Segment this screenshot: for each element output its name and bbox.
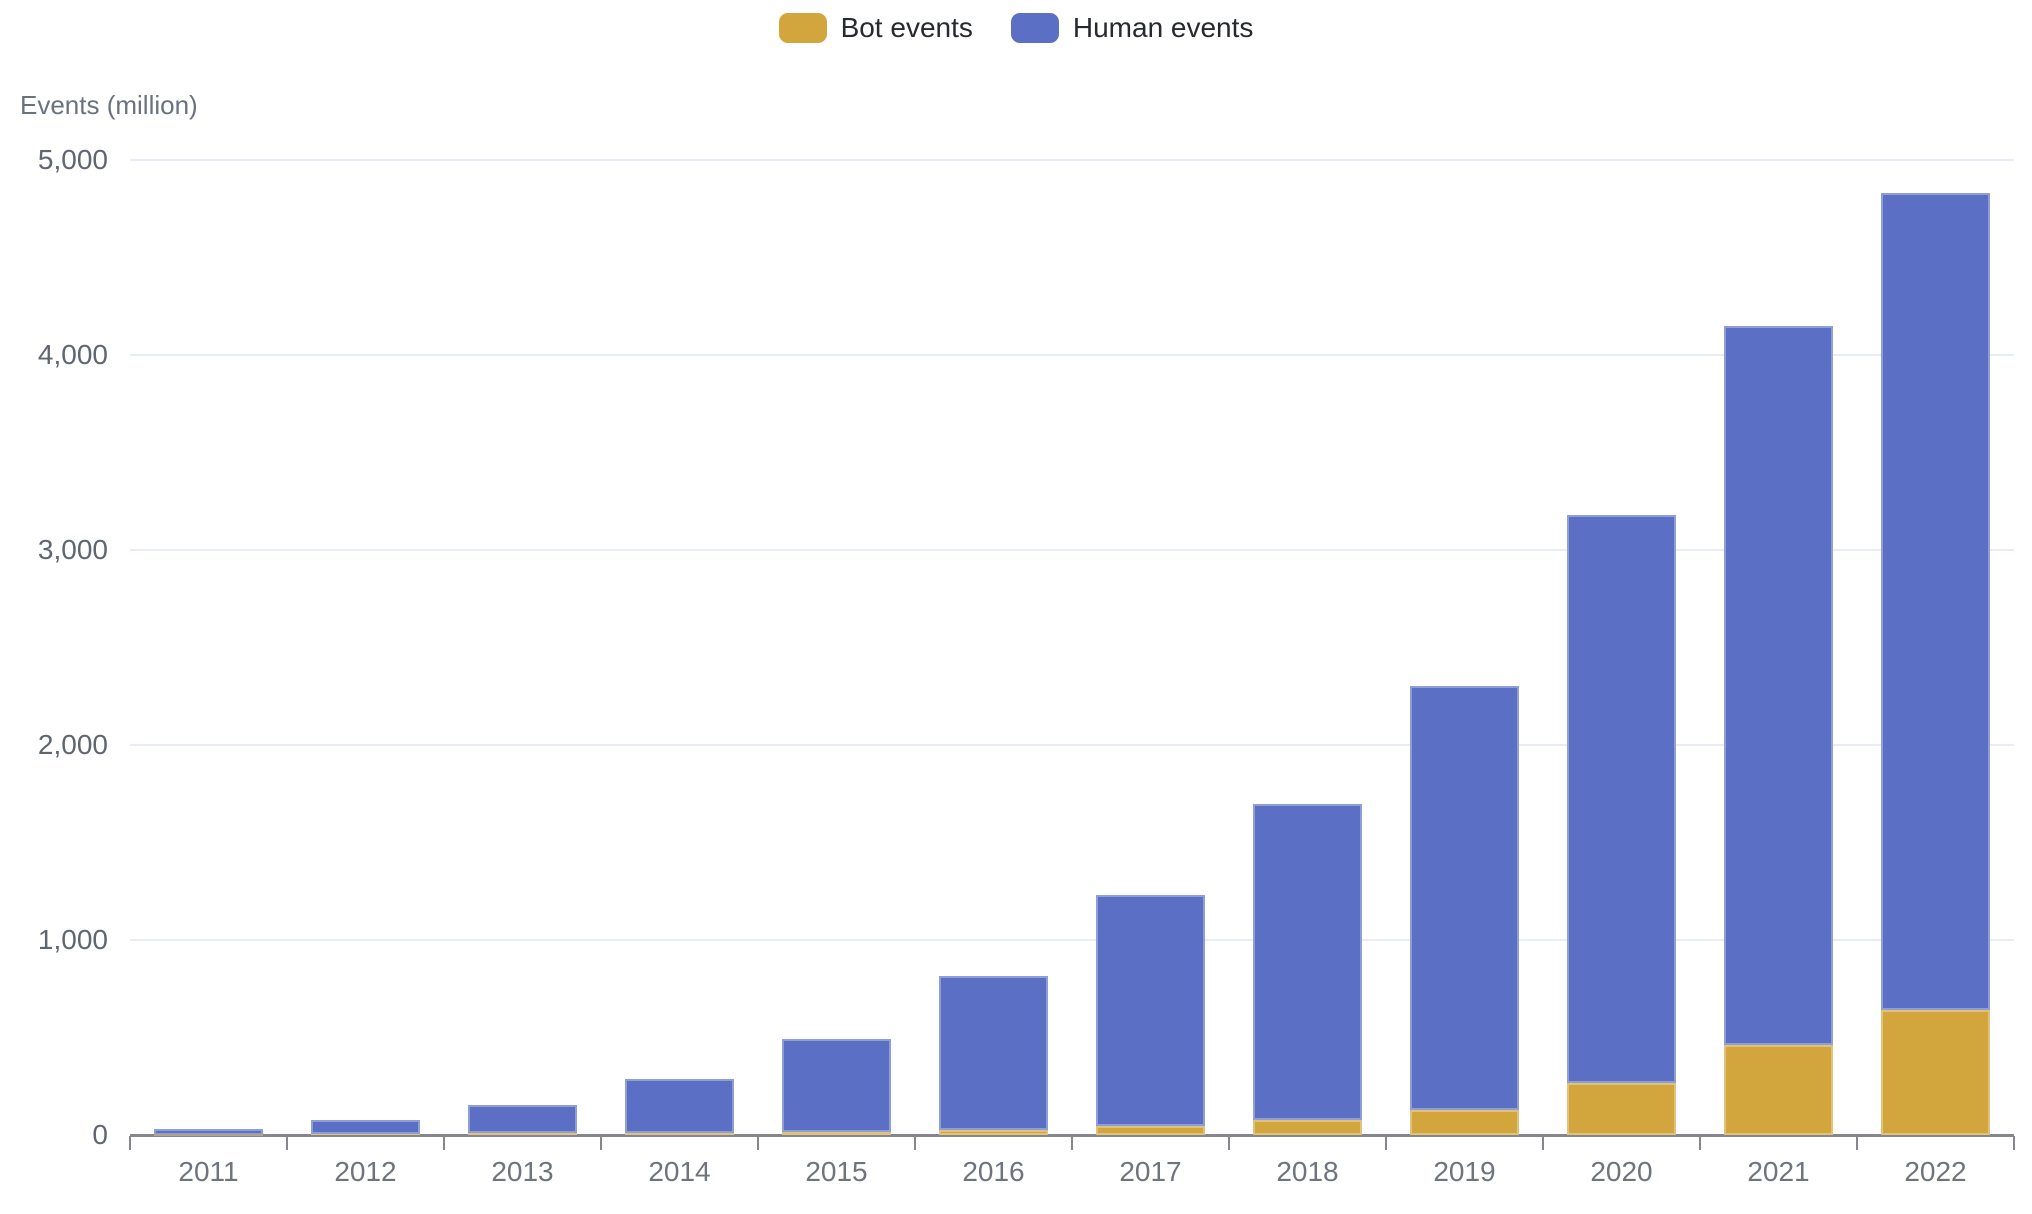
bot-events-swatch-icon (778, 13, 827, 43)
gridline-4000 (130, 354, 2014, 356)
x-tick-label-2019: 2019 (1433, 1156, 1496, 1187)
y-axis-labels: 0 1,000 2,000 3,000 4,000 5,000 (0, 145, 108, 1150)
bar-2013[interactable] (467, 1105, 578, 1135)
legend-item-human-events[interactable]: Human events (1010, 12, 1254, 44)
band-2011 (130, 160, 287, 1135)
band-2015 (758, 160, 915, 1135)
x-tick-label-2013: 2013 (491, 1156, 554, 1187)
bar-2016-human-events[interactable] (938, 976, 1049, 1130)
band-2019 (1386, 160, 1543, 1135)
gridline-1000 (130, 939, 2014, 941)
band-2017 (1072, 160, 1229, 1135)
bar-2012-bot-events[interactable] (310, 1134, 421, 1135)
y-axis-title: Events (million) (20, 90, 198, 120)
y-tick-label: 2,000 (37, 729, 108, 760)
band-2013 (444, 160, 601, 1135)
x-axis-tick (914, 1136, 916, 1150)
x-axis-tick (1699, 1136, 1701, 1150)
bar-2018-bot-events[interactable] (1252, 1120, 1363, 1135)
bars (130, 160, 2014, 1135)
legend-item-bot-events[interactable]: Bot events (778, 12, 973, 44)
bar-2017-bot-events[interactable] (1095, 1125, 1206, 1135)
x-axis-tick (1384, 1136, 1387, 1150)
band-2020 (1543, 160, 1700, 1135)
plot-area (130, 159, 2014, 1137)
bar-2015[interactable] (781, 1038, 892, 1135)
bar-2017-human-events[interactable] (1095, 895, 1206, 1126)
bar-2019-bot-events[interactable] (1409, 1110, 1520, 1135)
bar-2014[interactable] (624, 1079, 735, 1135)
bar-2014-human-events[interactable] (624, 1079, 735, 1133)
x-axis-tick (442, 1136, 445, 1150)
human-events-swatch-icon (1010, 13, 1059, 43)
y-tick-label: 1,000 (37, 924, 108, 955)
band-2014 (601, 160, 758, 1135)
y-tick-label: 5,000 (37, 144, 108, 175)
x-axis-tick (2013, 1136, 2015, 1150)
x-axis-ticks (129, 1136, 2015, 1150)
x-tick-label-2022: 2022 (1904, 1156, 1967, 1187)
x-tick-label-2018: 2018 (1276, 1156, 1339, 1187)
bar-2018-human-events[interactable] (1252, 803, 1363, 1121)
y-tick-label: 0 (92, 1119, 108, 1150)
bar-2017[interactable] (1095, 895, 1206, 1135)
x-tick-label-2016: 2016 (962, 1156, 1025, 1187)
bar-2016[interactable] (938, 976, 1049, 1135)
bar-2021-bot-events[interactable] (1723, 1045, 1834, 1135)
bar-2013-bot-events[interactable] (467, 1133, 578, 1135)
gridline-5000 (130, 159, 2014, 161)
y-tick-label: 4,000 (37, 339, 108, 370)
x-axis-tick (1542, 1136, 1544, 1150)
bar-2011[interactable] (153, 1129, 264, 1135)
x-tick-label-2021: 2021 (1747, 1156, 1810, 1187)
bar-2011-human-events[interactable] (153, 1129, 264, 1135)
bar-2021[interactable] (1723, 325, 1834, 1135)
gridline-2000 (130, 744, 2014, 746)
bar-2022-human-events[interactable] (1880, 193, 1991, 1011)
bar-2013-human-events[interactable] (467, 1105, 578, 1134)
bar-2016-bot-events[interactable] (938, 1129, 1049, 1135)
x-axis-labels: 2011 2012 2013 2014 2015 2016 2017 2018 2019 2020… (130, 1156, 2014, 1188)
bar-2019[interactable] (1409, 685, 1520, 1135)
bar-2018[interactable] (1252, 803, 1363, 1135)
x-axis-tick (1855, 1136, 1858, 1150)
x-axis-tick (1071, 1136, 1073, 1150)
x-axis-tick (600, 1136, 602, 1150)
bar-2020[interactable] (1566, 514, 1677, 1135)
gridline-3000 (130, 549, 2014, 551)
x-axis-line (130, 1134, 2014, 1137)
bar-2015-bot-events[interactable] (781, 1131, 892, 1135)
bar-2020-bot-events[interactable] (1566, 1083, 1677, 1135)
legend: Bot events Human events (0, 12, 2032, 44)
band-2021 (1700, 160, 1857, 1135)
bar-2021-human-events[interactable] (1723, 325, 1834, 1046)
x-axis-tick (1228, 1136, 1230, 1150)
legend-label: Bot events (840, 12, 973, 43)
bar-2022[interactable] (1880, 193, 1991, 1135)
x-tick-label-2015: 2015 (805, 1156, 868, 1187)
legend-label: Human events (1072, 12, 1254, 43)
x-tick-label-2011: 2011 (178, 1156, 239, 1187)
x-axis-tick (756, 1136, 759, 1150)
band-2016 (915, 160, 1072, 1135)
bar-2012-human-events[interactable] (310, 1120, 421, 1135)
bar-2022-bot-events[interactable] (1880, 1010, 1991, 1135)
x-tick-label-2014: 2014 (648, 1156, 711, 1187)
x-axis-tick (285, 1136, 288, 1150)
x-tick-label-2017: 2017 (1119, 1156, 1182, 1187)
bar-2015-human-events[interactable] (781, 1038, 892, 1132)
band-2018 (1229, 160, 1386, 1135)
bar-2020-human-events[interactable] (1566, 514, 1677, 1084)
bar-2019-human-events[interactable] (1409, 685, 1520, 1111)
x-axis-tick (129, 1136, 131, 1150)
x-tick-label-2012: 2012 (334, 1156, 397, 1187)
bar-2012[interactable] (310, 1120, 421, 1135)
band-2012 (287, 160, 444, 1135)
band-2022 (1857, 160, 2014, 1135)
x-tick-label-2020: 2020 (1590, 1156, 1653, 1187)
y-tick-label: 3,000 (37, 534, 108, 565)
bar-2014-bot-events[interactable] (624, 1132, 735, 1135)
